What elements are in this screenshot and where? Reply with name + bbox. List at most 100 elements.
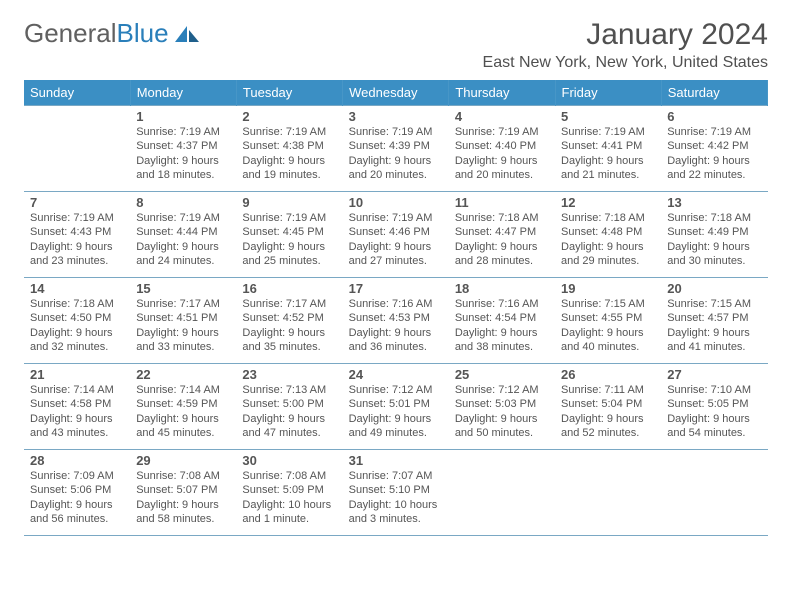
calendar-table: SundayMondayTuesdayWednesdayThursdayFrid… bbox=[24, 80, 768, 536]
sunrise-line: Sunrise: 7:19 AM bbox=[30, 211, 124, 225]
calendar-day: 4Sunrise: 7:19 AMSunset: 4:40 PMDaylight… bbox=[449, 106, 555, 192]
calendar-day-empty bbox=[661, 450, 767, 536]
day-info: Sunrise: 7:19 AMSunset: 4:45 PMDaylight:… bbox=[242, 211, 336, 268]
sunset-line: Sunset: 4:58 PM bbox=[30, 397, 124, 411]
daylight-line: Daylight: 9 hours and 27 minutes. bbox=[349, 240, 443, 269]
sunset-line: Sunset: 5:10 PM bbox=[349, 483, 443, 497]
sunrise-line: Sunrise: 7:18 AM bbox=[561, 211, 655, 225]
calendar-day: 8Sunrise: 7:19 AMSunset: 4:44 PMDaylight… bbox=[130, 192, 236, 278]
sunrise-line: Sunrise: 7:16 AM bbox=[349, 297, 443, 311]
day-header: Sunday bbox=[24, 80, 130, 106]
day-info: Sunrise: 7:18 AMSunset: 4:49 PMDaylight:… bbox=[667, 211, 761, 268]
sunrise-line: Sunrise: 7:12 AM bbox=[349, 383, 443, 397]
day-number: 3 bbox=[349, 109, 443, 124]
calendar-day: 7Sunrise: 7:19 AMSunset: 4:43 PMDaylight… bbox=[24, 192, 130, 278]
calendar-day: 31Sunrise: 7:07 AMSunset: 5:10 PMDayligh… bbox=[343, 450, 449, 536]
day-info: Sunrise: 7:19 AMSunset: 4:38 PMDaylight:… bbox=[242, 125, 336, 182]
calendar-day: 28Sunrise: 7:09 AMSunset: 5:06 PMDayligh… bbox=[24, 450, 130, 536]
logo-text-gray: General bbox=[24, 18, 117, 49]
daylight-line: Daylight: 9 hours and 38 minutes. bbox=[455, 326, 549, 355]
daylight-line: Daylight: 9 hours and 58 minutes. bbox=[136, 498, 230, 527]
day-info: Sunrise: 7:17 AMSunset: 4:52 PMDaylight:… bbox=[242, 297, 336, 354]
day-info: Sunrise: 7:07 AMSunset: 5:10 PMDaylight:… bbox=[349, 469, 443, 526]
day-number: 20 bbox=[667, 281, 761, 296]
sunrise-line: Sunrise: 7:08 AM bbox=[136, 469, 230, 483]
calendar-day: 3Sunrise: 7:19 AMSunset: 4:39 PMDaylight… bbox=[343, 106, 449, 192]
calendar-day: 16Sunrise: 7:17 AMSunset: 4:52 PMDayligh… bbox=[236, 278, 342, 364]
day-number: 27 bbox=[667, 367, 761, 382]
day-number: 18 bbox=[455, 281, 549, 296]
day-info: Sunrise: 7:13 AMSunset: 5:00 PMDaylight:… bbox=[242, 383, 336, 440]
sunset-line: Sunset: 4:59 PM bbox=[136, 397, 230, 411]
day-header: Wednesday bbox=[343, 80, 449, 106]
day-info: Sunrise: 7:19 AMSunset: 4:41 PMDaylight:… bbox=[561, 125, 655, 182]
day-header: Thursday bbox=[449, 80, 555, 106]
daylight-line: Daylight: 9 hours and 20 minutes. bbox=[455, 154, 549, 183]
daylight-line: Daylight: 9 hours and 29 minutes. bbox=[561, 240, 655, 269]
calendar-day: 10Sunrise: 7:19 AMSunset: 4:46 PMDayligh… bbox=[343, 192, 449, 278]
day-header: Monday bbox=[130, 80, 236, 106]
logo-sail-icon bbox=[173, 24, 201, 44]
sunrise-line: Sunrise: 7:18 AM bbox=[455, 211, 549, 225]
day-info: Sunrise: 7:19 AMSunset: 4:42 PMDaylight:… bbox=[667, 125, 761, 182]
daylight-line: Daylight: 9 hours and 35 minutes. bbox=[242, 326, 336, 355]
sunset-line: Sunset: 5:05 PM bbox=[667, 397, 761, 411]
day-number: 10 bbox=[349, 195, 443, 210]
sunset-line: Sunset: 4:49 PM bbox=[667, 225, 761, 239]
sunset-line: Sunset: 4:45 PM bbox=[242, 225, 336, 239]
sunset-line: Sunset: 4:47 PM bbox=[455, 225, 549, 239]
daylight-line: Daylight: 9 hours and 56 minutes. bbox=[30, 498, 124, 527]
sunrise-line: Sunrise: 7:19 AM bbox=[667, 125, 761, 139]
sunset-line: Sunset: 4:37 PM bbox=[136, 139, 230, 153]
day-number: 1 bbox=[136, 109, 230, 124]
day-info: Sunrise: 7:08 AMSunset: 5:07 PMDaylight:… bbox=[136, 469, 230, 526]
daylight-line: Daylight: 9 hours and 52 minutes. bbox=[561, 412, 655, 441]
day-info: Sunrise: 7:15 AMSunset: 4:55 PMDaylight:… bbox=[561, 297, 655, 354]
calendar-week: 1Sunrise: 7:19 AMSunset: 4:37 PMDaylight… bbox=[24, 106, 768, 192]
sunrise-line: Sunrise: 7:11 AM bbox=[561, 383, 655, 397]
sunrise-line: Sunrise: 7:18 AM bbox=[667, 211, 761, 225]
sunrise-line: Sunrise: 7:07 AM bbox=[349, 469, 443, 483]
daylight-line: Daylight: 9 hours and 30 minutes. bbox=[667, 240, 761, 269]
day-info: Sunrise: 7:12 AMSunset: 5:01 PMDaylight:… bbox=[349, 383, 443, 440]
sunset-line: Sunset: 5:07 PM bbox=[136, 483, 230, 497]
day-header-row: SundayMondayTuesdayWednesdayThursdayFrid… bbox=[24, 80, 768, 106]
sunrise-line: Sunrise: 7:09 AM bbox=[30, 469, 124, 483]
day-info: Sunrise: 7:16 AMSunset: 4:53 PMDaylight:… bbox=[349, 297, 443, 354]
sunrise-line: Sunrise: 7:10 AM bbox=[667, 383, 761, 397]
sunset-line: Sunset: 4:55 PM bbox=[561, 311, 655, 325]
daylight-line: Daylight: 9 hours and 45 minutes. bbox=[136, 412, 230, 441]
daylight-line: Daylight: 9 hours and 33 minutes. bbox=[136, 326, 230, 355]
calendar-day: 23Sunrise: 7:13 AMSunset: 5:00 PMDayligh… bbox=[236, 364, 342, 450]
sunrise-line: Sunrise: 7:19 AM bbox=[242, 211, 336, 225]
sunrise-line: Sunrise: 7:19 AM bbox=[561, 125, 655, 139]
sunrise-line: Sunrise: 7:18 AM bbox=[30, 297, 124, 311]
day-info: Sunrise: 7:11 AMSunset: 5:04 PMDaylight:… bbox=[561, 383, 655, 440]
day-info: Sunrise: 7:19 AMSunset: 4:39 PMDaylight:… bbox=[349, 125, 443, 182]
day-info: Sunrise: 7:12 AMSunset: 5:03 PMDaylight:… bbox=[455, 383, 549, 440]
daylight-line: Daylight: 9 hours and 43 minutes. bbox=[30, 412, 124, 441]
calendar-day: 24Sunrise: 7:12 AMSunset: 5:01 PMDayligh… bbox=[343, 364, 449, 450]
sunset-line: Sunset: 5:04 PM bbox=[561, 397, 655, 411]
day-number: 6 bbox=[667, 109, 761, 124]
day-number: 13 bbox=[667, 195, 761, 210]
calendar-day: 30Sunrise: 7:08 AMSunset: 5:09 PMDayligh… bbox=[236, 450, 342, 536]
sunrise-line: Sunrise: 7:19 AM bbox=[455, 125, 549, 139]
day-header: Saturday bbox=[661, 80, 767, 106]
sunset-line: Sunset: 4:42 PM bbox=[667, 139, 761, 153]
header: GeneralBlue January 2024 East New York, … bbox=[24, 18, 768, 72]
calendar-day: 25Sunrise: 7:12 AMSunset: 5:03 PMDayligh… bbox=[449, 364, 555, 450]
daylight-line: Daylight: 9 hours and 40 minutes. bbox=[561, 326, 655, 355]
day-number: 16 bbox=[242, 281, 336, 296]
daylight-line: Daylight: 9 hours and 36 minutes. bbox=[349, 326, 443, 355]
day-number: 26 bbox=[561, 367, 655, 382]
calendar-day: 1Sunrise: 7:19 AMSunset: 4:37 PMDaylight… bbox=[130, 106, 236, 192]
day-info: Sunrise: 7:08 AMSunset: 5:09 PMDaylight:… bbox=[242, 469, 336, 526]
day-info: Sunrise: 7:19 AMSunset: 4:44 PMDaylight:… bbox=[136, 211, 230, 268]
sunset-line: Sunset: 4:38 PM bbox=[242, 139, 336, 153]
calendar-day: 15Sunrise: 7:17 AMSunset: 4:51 PMDayligh… bbox=[130, 278, 236, 364]
day-info: Sunrise: 7:17 AMSunset: 4:51 PMDaylight:… bbox=[136, 297, 230, 354]
sunrise-line: Sunrise: 7:17 AM bbox=[242, 297, 336, 311]
daylight-line: Daylight: 9 hours and 18 minutes. bbox=[136, 154, 230, 183]
daylight-line: Daylight: 9 hours and 23 minutes. bbox=[30, 240, 124, 269]
